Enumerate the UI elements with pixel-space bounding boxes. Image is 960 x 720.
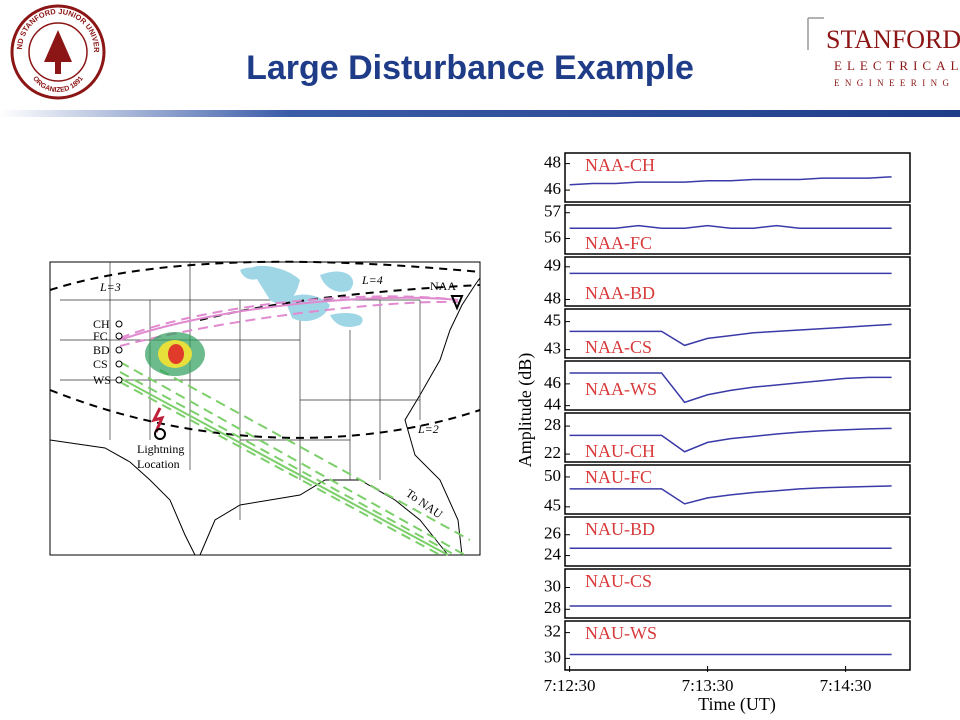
x-tick-label: 7:13:30 bbox=[682, 676, 734, 695]
y-tick-label: 30 bbox=[544, 647, 561, 666]
y-tick-label: 57 bbox=[544, 202, 562, 221]
station-marker bbox=[115, 332, 123, 340]
station-label: CS bbox=[93, 357, 108, 371]
lightning-label: Lightning bbox=[137, 442, 184, 456]
amplitude-trace bbox=[569, 224, 892, 229]
panel-frame bbox=[564, 360, 911, 411]
amplitude-trace bbox=[569, 485, 892, 505]
amplitude-trace bbox=[569, 427, 892, 453]
naa-marker bbox=[450, 295, 464, 311]
nau-paths bbox=[119, 361, 471, 556]
l-label: L=2 bbox=[417, 422, 439, 436]
lightning-marker bbox=[154, 428, 166, 440]
lightning-label: Location bbox=[137, 457, 180, 471]
panel-label: NAU-FC bbox=[585, 467, 652, 487]
nau-path-solid bbox=[119, 377, 449, 556]
station-marker bbox=[115, 360, 123, 368]
panel-frame bbox=[564, 620, 911, 671]
y-tick-label: 46 bbox=[544, 373, 561, 392]
l-shell-3 bbox=[49, 260, 481, 291]
station-marker bbox=[115, 320, 123, 328]
logo-name: STANFORD bbox=[826, 25, 960, 54]
logo-line1: ELECTRICAL bbox=[834, 58, 960, 73]
panel-label: NAU-CH bbox=[585, 441, 655, 461]
y-tick-label: 48 bbox=[544, 153, 561, 172]
y-tick-label: 32 bbox=[544, 622, 561, 641]
logo: STANFORD ELECTRICAL ENGINEERING bbox=[807, 17, 960, 88]
x-axis-label: Time (UT) bbox=[698, 694, 776, 715]
panel-label: NAA-FC bbox=[585, 233, 652, 253]
y-tick-label: 56 bbox=[544, 227, 561, 246]
y-tick-label: 45 bbox=[544, 496, 561, 515]
y-tick-label: 44 bbox=[544, 395, 562, 414]
panel-frame bbox=[564, 308, 911, 359]
y-axis-label: Amplitude (dB) bbox=[515, 353, 536, 468]
station-label: BD bbox=[93, 343, 110, 357]
panel-frame bbox=[564, 152, 911, 203]
panel-label: NAU-WS bbox=[585, 623, 657, 643]
map: NAA L=3 L=4 L=2 Lightning Location To NA… bbox=[49, 260, 481, 556]
y-tick-label: 45 bbox=[544, 311, 561, 330]
amplitude-trace bbox=[569, 323, 892, 347]
y-tick-label: 26 bbox=[544, 524, 561, 543]
panel-label: NAA-WS bbox=[585, 379, 657, 399]
naa-label: NAA bbox=[430, 279, 456, 293]
y-tick-label: 22 bbox=[544, 443, 561, 462]
panel-frame bbox=[564, 256, 911, 307]
slide-title: Large Disturbance Example bbox=[246, 49, 694, 87]
panel-label: NAA-CS bbox=[585, 337, 652, 357]
y-tick-label: 50 bbox=[544, 466, 561, 485]
map-frame bbox=[49, 261, 481, 556]
y-tick-label: 24 bbox=[544, 544, 562, 563]
seal: LELAND STANFORD JUNIOR UNIVERSITY ORGANI… bbox=[0, 0, 106, 100]
naa-path-solid bbox=[119, 296, 459, 341]
x-tick-label: 7:12:30 bbox=[544, 676, 596, 695]
y-tick-label: 28 bbox=[544, 598, 561, 617]
panel-frame bbox=[564, 464, 911, 515]
l-label: L=4 bbox=[361, 273, 383, 287]
station-label: WS bbox=[93, 373, 111, 387]
lightning-bolt bbox=[151, 407, 165, 433]
logo-line2: ENGINEERING bbox=[834, 78, 954, 88]
x-tick-label: 7:14:30 bbox=[820, 676, 872, 695]
l-shell-2 bbox=[49, 389, 481, 439]
station-label: FC bbox=[93, 329, 108, 343]
y-tick-label: 28 bbox=[544, 415, 561, 434]
l-label: L=3 bbox=[99, 280, 121, 294]
amplitude-trace bbox=[569, 176, 892, 186]
station-marker bbox=[115, 376, 123, 384]
station-label: CH bbox=[93, 317, 110, 331]
y-tick-label: 46 bbox=[544, 179, 561, 198]
panel-frame bbox=[564, 516, 911, 567]
y-tick-label: 43 bbox=[544, 339, 561, 358]
panel-frame bbox=[564, 204, 911, 255]
panel-label: NAU-BD bbox=[585, 519, 655, 539]
disturbance-core bbox=[168, 344, 184, 364]
great-lakes bbox=[240, 265, 363, 327]
panel-label: NAA-CH bbox=[585, 155, 655, 175]
panel-frame bbox=[564, 412, 911, 463]
panel-label: NAA-BD bbox=[585, 283, 655, 303]
panel-frame bbox=[564, 568, 911, 619]
amplitude-trace bbox=[569, 372, 892, 404]
header-bar bbox=[0, 110, 960, 117]
y-tick-label: 49 bbox=[544, 256, 561, 275]
panel-label: NAU-CS bbox=[585, 571, 652, 591]
y-tick-label: 30 bbox=[544, 576, 561, 595]
y-tick-label: 48 bbox=[544, 288, 561, 307]
station-marker bbox=[115, 346, 123, 354]
